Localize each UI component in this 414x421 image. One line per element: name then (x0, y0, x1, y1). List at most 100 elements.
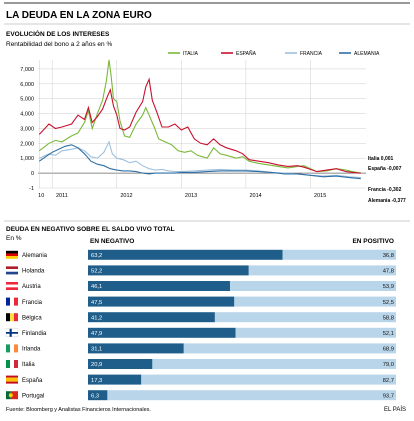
bar-negative (88, 374, 142, 385)
bar-negative (88, 249, 283, 260)
country-label: Holanda (22, 269, 45, 275)
country-label: Finlandia (22, 331, 47, 337)
y-tick-label: 7,000 (20, 67, 34, 73)
bar-negative (88, 390, 108, 401)
y-tick-label: 3,000 (20, 126, 34, 132)
bar-negative-label: 31,1 (91, 347, 102, 353)
line-chart-title: EVOLUCIÓN DE LOS INTERESES (6, 29, 110, 38)
flag-icon (6, 391, 18, 400)
bar-positive-label: 52,1 (383, 331, 394, 337)
y-tick-label: 2,000 (20, 141, 34, 147)
bar-positive-label: 93,7 (383, 393, 394, 399)
bar-negative-label: 47,5 (91, 300, 102, 306)
x-tick-label: 2014 (249, 193, 261, 199)
y-tick-label: -1 (29, 186, 34, 192)
x-tick-label: 2012 (120, 193, 132, 199)
line-chart-subtitle: Rentabilidad del bono a 2 años en % (6, 41, 112, 48)
bar-positive-label: 68,9 (383, 347, 394, 353)
flag-icon (6, 344, 18, 353)
end-value-label: España -0,007 (368, 166, 402, 172)
flag-icon (6, 360, 18, 368)
end-value-label: Francia -0,302 (368, 187, 402, 193)
y-tick-label: 4,000 (20, 112, 34, 118)
x-tick-label: 10 (38, 193, 44, 199)
bar-positive (183, 343, 396, 354)
bar-positive (141, 374, 396, 385)
line-chart-end-labels: Italia 0,001 España -0,007 Francia -0,302 A… (368, 156, 406, 204)
flag-icon (6, 297, 18, 306)
line-chart-series (38, 59, 361, 180)
bar-chart-rows: Alemania 63,2 36,8 Holanda 52,2 47,8 Austria 46… (5, 249, 397, 401)
legend-label: ESPAÑA (236, 50, 257, 57)
bar-negative (88, 327, 236, 338)
bar-negative-label: 52,2 (91, 269, 102, 275)
bar-positive (234, 296, 396, 307)
flag-icon (6, 313, 18, 322)
source-note: Fuente: Bloomberg y Analistas Financiero… (6, 407, 151, 413)
bar-pos-header: EN POSITIVO (352, 238, 394, 245)
bar-positive-label: 47,8 (383, 269, 394, 275)
country-label: Irlanda (22, 347, 41, 353)
x-tick-label: 2013 (185, 193, 197, 199)
end-value-label: Italia 0,001 (368, 156, 394, 162)
bar-positive (152, 359, 396, 369)
bar-negative-label: 20,9 (91, 362, 102, 368)
bar-negative-label: 63,2 (91, 253, 102, 259)
series-line-alemania (38, 144, 361, 180)
flag-icon (5, 328, 19, 337)
bar-positive-label: 36,8 (383, 253, 394, 259)
bar-positive (235, 327, 396, 338)
bar-positive-label: 79,0 (383, 362, 394, 368)
bar-negative-label: 17,3 (91, 378, 102, 384)
country-label: Bélgica (22, 315, 42, 321)
bar-chart-unit: En % (6, 235, 22, 242)
line-chart-y-ticks: 7,000 6,000 5,000 4,000 3,000 2,000 1,000 0 -1 (20, 67, 34, 192)
country-label: Francia (22, 300, 43, 306)
x-tick-label: 2011 (56, 193, 68, 199)
line-chart-x-ticks: 10 2011 2012 2013 2014 2015 (38, 193, 326, 199)
flag-icon (6, 282, 18, 290)
y-tick-label: 1,000 (20, 156, 34, 162)
country-label: Italia (22, 362, 35, 368)
bar-negative (88, 296, 235, 307)
legend-label: ALEMANIA (354, 51, 380, 57)
flag-icon (6, 250, 18, 259)
bar-positive-label: 58,8 (383, 315, 394, 321)
bar-negative (88, 265, 249, 276)
bar-positive (248, 265, 396, 276)
y-tick-label: 5,000 (20, 97, 34, 103)
end-value-label: Alemania -0,377 (368, 198, 406, 204)
page-title: LA DEUDA EN LA ZONA EURO (6, 10, 152, 21)
y-tick-label: 6,000 (20, 82, 34, 88)
bar-positive (282, 249, 396, 260)
legend-label: ITALIA (183, 51, 199, 57)
bar-positive (107, 390, 397, 401)
series-line-italia (38, 59, 361, 174)
bar-positive-label: 53,9 (383, 284, 394, 290)
flag-icon (6, 266, 18, 275)
line-chart-legend: ITALIA ESPAÑA FRANCIA ALEMANIA (168, 50, 380, 57)
bar-neg-header: EN NEGATIVO (90, 238, 134, 245)
country-label: Alemania (22, 253, 48, 259)
series-line-francia (39, 140, 361, 179)
series-line-españa (38, 77, 361, 174)
bar-positive (214, 312, 396, 323)
bar-negative (88, 281, 230, 291)
bar-negative (88, 312, 215, 323)
bar-negative (88, 359, 153, 369)
brand-label: EL PAÍS (384, 406, 406, 413)
x-tick-label: 2015 (314, 193, 326, 199)
bar-negative-label: 6,3 (91, 393, 99, 399)
bar-positive-label: 52,5 (383, 300, 394, 306)
flag-icon (6, 375, 18, 384)
bar-negative-label: 46,1 (91, 284, 102, 290)
bar-positive (229, 281, 396, 291)
bar-positive-label: 82,7 (383, 378, 394, 384)
country-label: Portugal (22, 393, 44, 399)
legend-label: FRANCIA (300, 51, 323, 57)
bar-negative (88, 343, 184, 354)
line-chart-grid (38, 60, 366, 189)
bar-negative-label: 41,2 (91, 315, 102, 321)
bar-negative-label: 47,9 (91, 331, 102, 337)
